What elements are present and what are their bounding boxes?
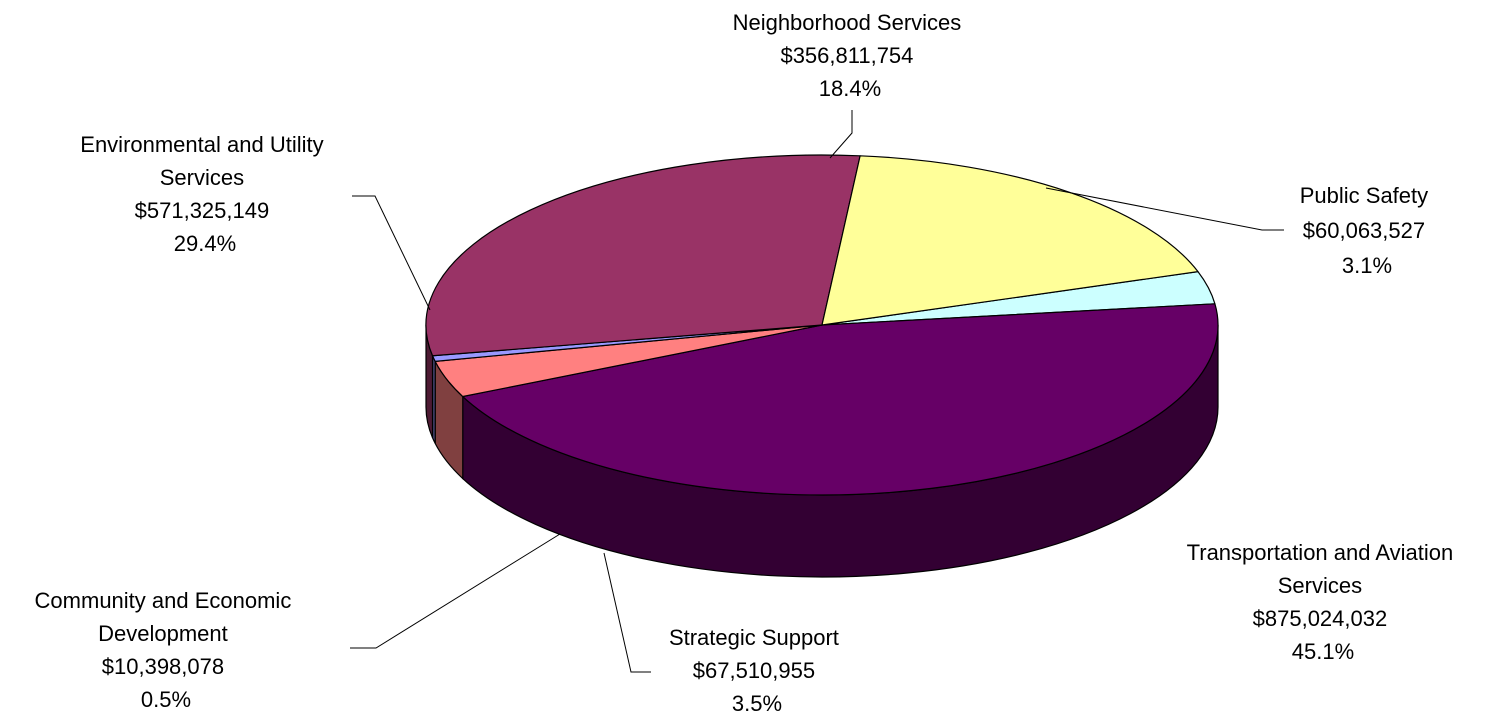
label-value: $10,398,078 <box>102 654 224 679</box>
label-name-line1: Transportation and Aviation <box>1187 540 1454 565</box>
label-percent: 45.1% <box>1292 639 1354 664</box>
label-strategic-support: Strategic Support $67,510,955 3.5% <box>669 625 845 716</box>
label-name-line2: Services <box>160 165 244 190</box>
label-transportation-aviation-services: Transportation and Aviation Services $87… <box>1187 540 1460 664</box>
label-name: Strategic Support <box>669 625 839 650</box>
label-percent: 29.4% <box>174 231 236 256</box>
pie-top-layer <box>425 154 1219 496</box>
label-name-line1: Community and Economic <box>35 588 292 613</box>
leader-lines <box>350 110 1284 673</box>
label-name: Public Safety <box>1300 183 1428 208</box>
label-value: $875,024,032 <box>1253 606 1388 631</box>
label-neighborhood-services: Neighborhood Services $356,811,754 18.4% <box>733 10 968 101</box>
label-name-line1: Environmental and Utility <box>80 132 323 157</box>
label-percent: 0.5% <box>141 687 191 712</box>
label-value: $356,811,754 <box>780 43 913 68</box>
label-environmental-utility-services: Environmental and Utility Services $571,… <box>80 132 329 256</box>
label-community-economic-development: Community and Economic Development $10,3… <box>35 588 298 712</box>
leader-environmental-utility-services <box>352 195 431 311</box>
label-public-safety: Public Safety $60,063,527 3.1% <box>1300 183 1435 278</box>
label-percent: 18.4% <box>819 76 881 101</box>
leader-public-safety <box>1045 187 1284 231</box>
label-name: Neighborhood Services <box>733 10 962 35</box>
label-name-line2: Services <box>1278 573 1362 598</box>
leader-community-economic-development <box>350 533 561 649</box>
leader-neighborhood-services <box>829 110 853 159</box>
label-value: $571,325,149 <box>135 198 270 223</box>
leader-strategic-support <box>603 552 651 673</box>
slice-labels: Neighborhood Services $356,811,754 18.4%… <box>35 10 1460 716</box>
label-value: $67,510,955 <box>693 658 815 683</box>
pie-slice-environmental-and-utility-services <box>425 154 861 357</box>
pie-slice-transportation-and-aviation-services <box>462 303 1219 496</box>
label-percent: 3.5% <box>732 691 782 716</box>
label-value: $60,063,527 <box>1303 218 1425 243</box>
label-percent: 3.1% <box>1342 253 1392 278</box>
label-name-line2: Development <box>98 621 228 646</box>
